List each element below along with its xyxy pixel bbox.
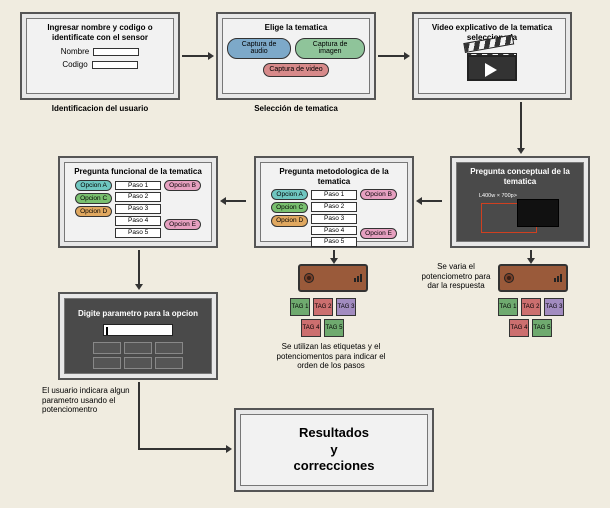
label-codigo: Codigo bbox=[62, 60, 87, 69]
knob-icon[interactable] bbox=[504, 273, 514, 283]
row-codigo: Codigo bbox=[62, 60, 137, 69]
concept-illustration: L400w × 700p> bbox=[475, 193, 565, 237]
panel-identify-title: Ingresar nombre y codigo o identificate … bbox=[31, 23, 169, 42]
caption-metodologica: Se utilizan las etiquetas y el potenciom… bbox=[276, 342, 386, 371]
paso: Paso 3 bbox=[115, 204, 161, 214]
label-nombre: Nombre bbox=[61, 47, 89, 56]
arrow bbox=[138, 250, 140, 284]
panel-funcional-title: Pregunta funcional de la tematica bbox=[74, 167, 202, 177]
panel-parametro: Digite parametro para la opcion bbox=[58, 292, 218, 380]
opt-b2[interactable]: Opcion B bbox=[360, 189, 397, 200]
paso: Paso 3 bbox=[311, 214, 357, 224]
paso: Paso 2 bbox=[115, 192, 161, 202]
tag-3b[interactable]: TAG 3 bbox=[544, 298, 564, 316]
input-nombre[interactable] bbox=[93, 48, 139, 56]
opt-c[interactable]: Opcion C bbox=[75, 193, 112, 204]
panel-topic: Elige la tematica Captura de audio Captu… bbox=[216, 12, 376, 100]
clapperboard-icon bbox=[467, 45, 517, 81]
chip-imagen[interactable]: Captura de imagen bbox=[295, 38, 365, 59]
arrow bbox=[422, 200, 442, 202]
panel-identify: Ingresar nombre y codigo o identificate … bbox=[20, 12, 180, 100]
paso: Paso 5 bbox=[115, 228, 161, 238]
arrow bbox=[226, 200, 246, 202]
opt-c2[interactable]: Opcion C bbox=[271, 202, 308, 213]
tag-5b[interactable]: TAG 5 bbox=[532, 319, 552, 337]
panel-conceptual: Pregunta conceptual de la tematica L400w… bbox=[450, 156, 590, 248]
knob-icon[interactable] bbox=[304, 273, 314, 283]
tag-2a[interactable]: TAG 2 bbox=[313, 298, 333, 316]
res-line3: correcciones bbox=[294, 458, 375, 475]
opt-a[interactable]: Opcion A bbox=[75, 180, 112, 191]
arrow bbox=[530, 250, 532, 258]
row-nombre: Nombre bbox=[61, 47, 139, 56]
device-metodologica bbox=[298, 264, 368, 292]
arrow bbox=[333, 250, 335, 258]
chip-video[interactable]: Captura de video bbox=[263, 63, 328, 77]
paso: Paso 5 bbox=[311, 237, 357, 247]
paso: Paso 4 bbox=[311, 226, 357, 236]
caption-conceptual: Se varia el potenciometro para dar la re… bbox=[420, 262, 492, 291]
arrow bbox=[138, 448, 226, 450]
opt-d2[interactable]: Opcion D bbox=[271, 215, 308, 226]
tag-5a[interactable]: TAG 5 bbox=[324, 319, 344, 337]
panel-video: Video explicativo de la tematica selecci… bbox=[412, 12, 572, 100]
tag-4a[interactable]: TAG 4 bbox=[301, 319, 321, 337]
chip-audio[interactable]: Captura de audio bbox=[227, 38, 291, 59]
caption-topic: Selección de tematica bbox=[236, 104, 356, 114]
tag-4b[interactable]: TAG 4 bbox=[509, 319, 529, 337]
paso: Paso 1 bbox=[311, 190, 357, 200]
res-line2: y bbox=[294, 442, 375, 459]
tag-3a[interactable]: TAG 3 bbox=[336, 298, 356, 316]
opt-b[interactable]: Opcion B bbox=[164, 180, 201, 191]
caption-parametro: El usuario indicara algun parametro usan… bbox=[42, 386, 132, 415]
arrow bbox=[138, 382, 140, 448]
paso: Paso 1 bbox=[115, 181, 161, 191]
paso: Paso 2 bbox=[311, 202, 357, 212]
param-grid bbox=[93, 342, 183, 369]
opt-d[interactable]: Opcion D bbox=[75, 206, 112, 217]
panel-conceptual-title: Pregunta conceptual de la tematica bbox=[461, 167, 579, 186]
arrow bbox=[378, 55, 404, 57]
panel-topic-title: Elige la tematica bbox=[265, 23, 328, 33]
panel-metodologica: Pregunta metodologica de la tematica Opc… bbox=[254, 156, 414, 248]
arrow bbox=[182, 55, 208, 57]
signal-icon bbox=[554, 274, 562, 282]
res-line1: Resultados bbox=[294, 425, 375, 442]
arrow bbox=[520, 102, 522, 148]
paso: Paso 4 bbox=[115, 216, 161, 226]
panel-parametro-title: Digite parametro para la opcion bbox=[78, 309, 198, 319]
input-codigo[interactable] bbox=[92, 61, 138, 69]
panel-metodologica-title: Pregunta metodologica de la tematica bbox=[265, 167, 403, 186]
caption-identify: Identificacion del usuario bbox=[30, 104, 170, 114]
opt-e[interactable]: Opcion E bbox=[164, 219, 201, 230]
param-input[interactable] bbox=[103, 324, 173, 336]
opt-a2[interactable]: Opcion A bbox=[271, 189, 308, 200]
panel-funcional: Pregunta funcional de la tematica Opcion… bbox=[58, 156, 218, 248]
panel-resultados: Resultados y correcciones bbox=[234, 408, 434, 492]
tag-2b[interactable]: TAG 2 bbox=[521, 298, 541, 316]
tag-1b[interactable]: TAG 1 bbox=[498, 298, 518, 316]
tag-1a[interactable]: TAG 1 bbox=[290, 298, 310, 316]
signal-icon bbox=[354, 274, 362, 282]
device-conceptual bbox=[498, 264, 568, 292]
opt-e2[interactable]: Opcion E bbox=[360, 228, 397, 239]
